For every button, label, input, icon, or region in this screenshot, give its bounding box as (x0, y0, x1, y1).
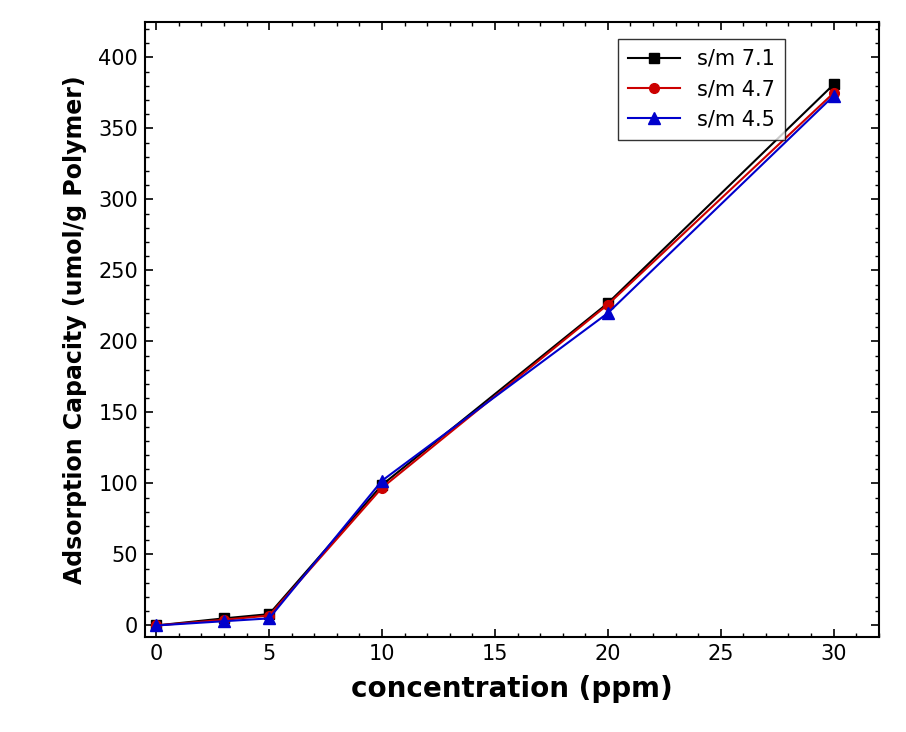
s/m 7.1 (377, 480, 388, 489)
s/m 4.5 (828, 92, 839, 100)
s/m 4.7 (377, 483, 388, 492)
s/m 4.5 (377, 477, 388, 485)
s/m 4.7 (828, 89, 839, 97)
Line: s/m 4.5: s/m 4.5 (150, 90, 839, 631)
X-axis label: concentration (ppm): concentration (ppm) (351, 675, 673, 703)
s/m 4.5 (264, 614, 275, 623)
s/m 7.1 (150, 621, 161, 630)
s/m 7.1 (264, 610, 275, 619)
Line: s/m 7.1: s/m 7.1 (151, 80, 839, 630)
s/m 4.5 (150, 621, 161, 630)
Line: s/m 4.7: s/m 4.7 (151, 88, 839, 630)
s/m 4.7 (218, 616, 229, 624)
s/m 4.5 (218, 617, 229, 626)
s/m 4.7 (150, 621, 161, 630)
Y-axis label: Adsorption Capacity (umol/g Polymer): Adsorption Capacity (umol/g Polymer) (63, 75, 87, 583)
s/m 7.1 (828, 80, 839, 89)
s/m 4.5 (602, 309, 613, 318)
s/m 4.7 (264, 611, 275, 620)
s/m 4.7 (602, 300, 613, 309)
s/m 7.1 (218, 614, 229, 623)
s/m 7.1 (602, 299, 613, 307)
Legend: s/m 7.1, s/m 4.7, s/m 4.5: s/m 7.1, s/m 4.7, s/m 4.5 (618, 39, 786, 141)
